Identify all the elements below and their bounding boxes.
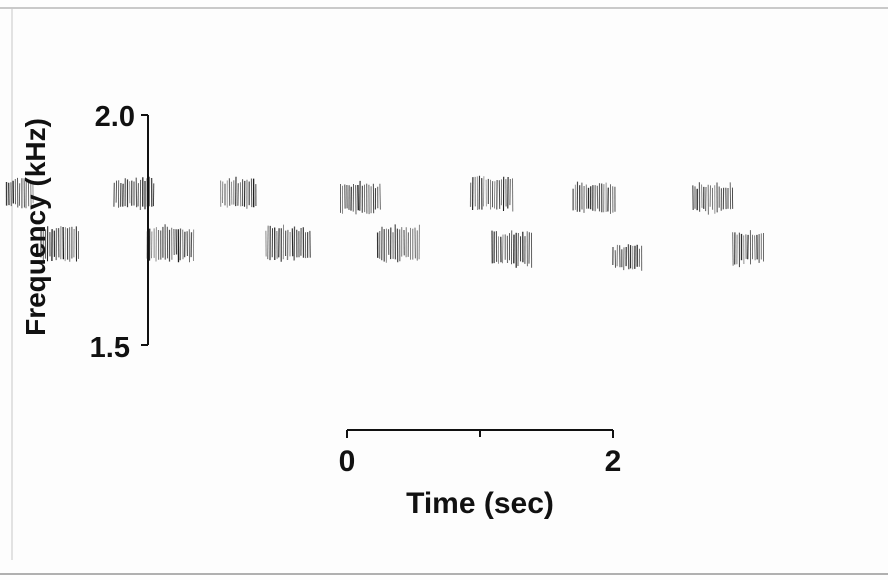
spectrogram-note	[471, 176, 513, 212]
spectrogram-note	[340, 181, 380, 215]
spectrogram-note	[378, 224, 420, 262]
scale-bar-label-start: 0	[339, 445, 356, 478]
spectrogram-note	[492, 230, 532, 267]
spectrogram-note	[221, 177, 256, 209]
scale-bar-label-end: 2	[605, 445, 622, 478]
spectrogram-note	[573, 182, 615, 214]
spectrogram-note	[613, 244, 642, 271]
spectrogram-note	[147, 224, 193, 262]
y-tick-label-bottom: 1.5	[90, 332, 130, 364]
y-axis-label: Frequency (kHz)	[20, 118, 51, 336]
x-axis-label: Time (sec)	[406, 487, 554, 520]
time-scale-bar: 0 2 Time (sec)	[339, 430, 622, 520]
spectrogram-note	[693, 182, 733, 214]
spectrogram-note	[733, 230, 764, 267]
y-tick-label-top: 2.0	[95, 101, 135, 133]
spectrogram-notes	[7, 176, 764, 271]
spectrogram-note	[266, 225, 310, 262]
y-axis: 2.0 1.5 Frequency (kHz)	[20, 101, 148, 364]
